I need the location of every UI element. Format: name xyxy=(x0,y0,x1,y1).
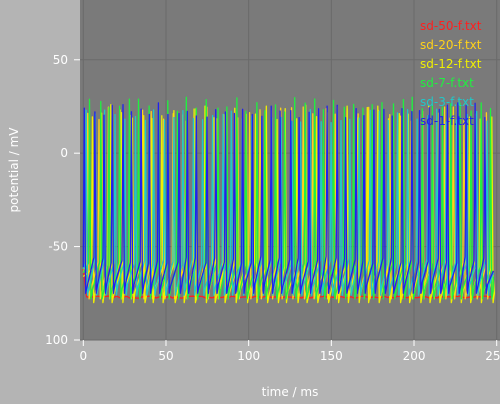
x-tick-label: 50 xyxy=(158,349,173,363)
legend-entry: sd-12-f.txt xyxy=(420,57,482,71)
y-tick-label: 100 xyxy=(45,333,68,347)
axes: 0 50 100 150 200 250 50 0 -50 100 xyxy=(45,53,500,363)
x-tick-label: 0 xyxy=(79,349,87,363)
y-tick-label: 50 xyxy=(53,53,68,67)
legend-entry: sd-7-f.txt xyxy=(420,76,474,90)
legend-entry: sd-50-f.txt xyxy=(420,19,482,33)
series-line-sd-50-f-txt xyxy=(82,268,494,299)
series-layer xyxy=(82,96,496,304)
x-axis-label: time / ms xyxy=(262,385,319,399)
series-line-sd-3-f-txt xyxy=(82,108,495,296)
legend-entry: sd-1-f.txt xyxy=(420,114,474,128)
y-tick-label: -50 xyxy=(48,240,68,254)
x-tick-label: 250 xyxy=(485,349,500,363)
x-tick-label: 100 xyxy=(237,349,260,363)
series-line-sd-1-f-txt xyxy=(82,102,494,294)
legend: sd-50-f.txt sd-20-f.txt sd-12-f.txt sd-7-f.… xyxy=(420,19,482,128)
y-axis-label: potential / mV xyxy=(7,127,21,213)
y-tick-label: 0 xyxy=(60,146,68,160)
legend-entry: sd-20-f.txt xyxy=(420,38,482,52)
x-tick-label: 150 xyxy=(320,349,343,363)
x-tick-label: 200 xyxy=(403,349,426,363)
legend-entry: sd-3-f.txt xyxy=(420,95,474,109)
